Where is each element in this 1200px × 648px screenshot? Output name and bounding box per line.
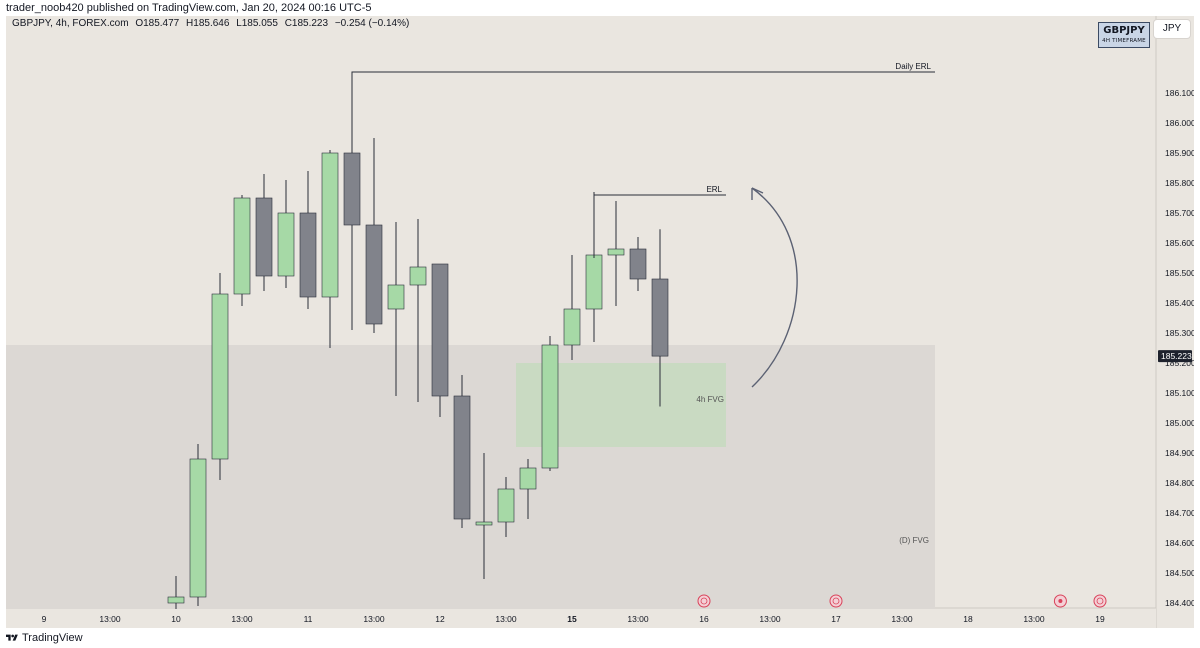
price-tick-label: 184.900 xyxy=(1165,448,1194,458)
time-axis-panel xyxy=(6,608,1156,628)
time-tick-label: 9 xyxy=(42,614,47,624)
erl-label: ERL xyxy=(706,185,722,194)
event-earnings-inner xyxy=(1096,597,1104,605)
time-tick-label: 13:00 xyxy=(759,614,781,624)
price-tick-label: 185.600 xyxy=(1165,238,1194,248)
candle-body xyxy=(211,293,229,460)
time-tick-label: 13:00 xyxy=(627,614,649,624)
daily-fvg-zone xyxy=(6,345,935,609)
candle-body xyxy=(255,197,273,277)
candle-body xyxy=(189,458,207,598)
symbol-info: GBPJPY, 4h, FOREX.com xyxy=(12,18,129,29)
candle-body xyxy=(387,284,405,310)
candle-body xyxy=(563,308,581,346)
price-tick-label: 184.600 xyxy=(1165,538,1194,548)
event-earnings-icon[interactable] xyxy=(697,594,711,608)
price-tick-label: 185.000 xyxy=(1165,418,1194,428)
candle-body xyxy=(607,248,625,256)
price-tick-label: 185.900 xyxy=(1165,148,1194,158)
time-tick-label: 19 xyxy=(1095,614,1105,624)
high-value: H185.646 xyxy=(186,18,230,29)
time-tick-label: 16 xyxy=(699,614,709,624)
time-tick-label: 18 xyxy=(963,614,973,624)
projection-arrow xyxy=(751,187,798,388)
daily-erl-line xyxy=(351,71,935,138)
price-tick-label: 185.300 xyxy=(1165,328,1194,338)
publisher-line: trader_noob420 published on TradingView.… xyxy=(0,0,1200,16)
event-earnings-icon[interactable] xyxy=(829,594,843,608)
candle-body xyxy=(519,467,537,490)
currency-button[interactable]: JPY xyxy=(1154,20,1190,38)
price-tick-label: 184.500 xyxy=(1165,568,1194,578)
candle-body xyxy=(233,197,251,295)
candle-body xyxy=(497,488,515,523)
daily-fvg-label: (D) FVG xyxy=(899,536,929,545)
price-tick-label: 185.700 xyxy=(1165,208,1194,218)
price-tick-label: 185.500 xyxy=(1165,268,1194,278)
price-tick-label: 185.800 xyxy=(1165,178,1194,188)
candle-body xyxy=(629,248,647,280)
last-price-tag xyxy=(1158,350,1192,363)
time-tick-label: 11 xyxy=(304,614,313,624)
change-value: −0.254 (−0.14%) xyxy=(334,18,410,29)
price-axis-panel xyxy=(1156,16,1194,628)
time-tick-label: 12 xyxy=(435,614,445,624)
close-value: C185.223 xyxy=(284,18,329,29)
candle-body xyxy=(409,266,427,286)
price-tick-label: 184.700 xyxy=(1165,508,1194,518)
candle-body xyxy=(431,263,449,397)
price-tick-label: 186.100 xyxy=(1165,88,1194,98)
time-tick-label: 13:00 xyxy=(99,614,121,624)
badge-timeframe: 4H TIMEFRAME xyxy=(1102,38,1146,44)
ohlc-legend: GBPJPY, 4h, FOREX.com O185.477 H185.646 … xyxy=(12,18,413,29)
badge-symbol: GBPJPY xyxy=(1103,25,1145,36)
candle-body xyxy=(541,344,559,469)
price-tick-label: 186.000 xyxy=(1165,118,1194,128)
candle-body xyxy=(585,254,603,310)
erl-line xyxy=(593,194,726,258)
candle-body xyxy=(365,224,383,325)
event-earnings-inner xyxy=(832,597,840,605)
price-tick-label: 185.400 xyxy=(1165,298,1194,308)
last-price-label: 185.223 xyxy=(1161,351,1192,361)
daily-erl-label: Daily ERL xyxy=(895,62,931,71)
candle-body xyxy=(651,278,669,357)
candle-body xyxy=(453,395,471,520)
chart-area[interactable]: (D) FVG 4h FVG Daily ERL ERL 186.100 186.000 1… xyxy=(6,16,1194,628)
candle-body xyxy=(167,596,185,604)
time-tick-label: 13:00 xyxy=(231,614,253,624)
time-tick-label: 17 xyxy=(831,614,841,624)
symbol-badge: GBPJPY 4H TIMEFRAME xyxy=(1098,22,1150,48)
event-earnings-icon[interactable] xyxy=(1093,594,1107,608)
time-tick-label: 13:00 xyxy=(363,614,385,624)
time-tick-label: 13:00 xyxy=(495,614,517,624)
candle-body xyxy=(277,212,295,277)
candle-body xyxy=(475,521,493,526)
price-tick-label: 185.200 xyxy=(1165,358,1194,368)
candlestick-chart[interactable]: (D) FVG 4h FVG Daily ERL ERL 186.100 186.000 1… xyxy=(6,16,1194,628)
time-tick-label: 13:00 xyxy=(1023,614,1045,624)
time-tick-label: 10 xyxy=(171,614,181,624)
price-tick-label: 184.800 xyxy=(1165,478,1194,488)
candle-body xyxy=(343,152,361,226)
event-target-dot xyxy=(1058,599,1063,603)
footer: TradingView xyxy=(6,630,83,646)
price-tick-label: 185.100 xyxy=(1165,388,1194,398)
low-value: L185.055 xyxy=(236,18,278,29)
time-tick-label: 13:00 xyxy=(891,614,913,624)
event-earnings-inner xyxy=(700,597,708,605)
projection-arrowhead xyxy=(751,187,764,200)
time-tick-label: 15 xyxy=(567,614,577,624)
candle-body xyxy=(321,152,339,298)
price-tick-label: 184.400 xyxy=(1165,598,1194,608)
h4-fvg-label: 4h FVG xyxy=(696,395,724,404)
open-value: O185.477 xyxy=(135,18,180,29)
candle-body xyxy=(299,212,317,298)
footer-brand: TradingView xyxy=(22,632,83,644)
tradingview-logo-icon xyxy=(6,634,18,641)
